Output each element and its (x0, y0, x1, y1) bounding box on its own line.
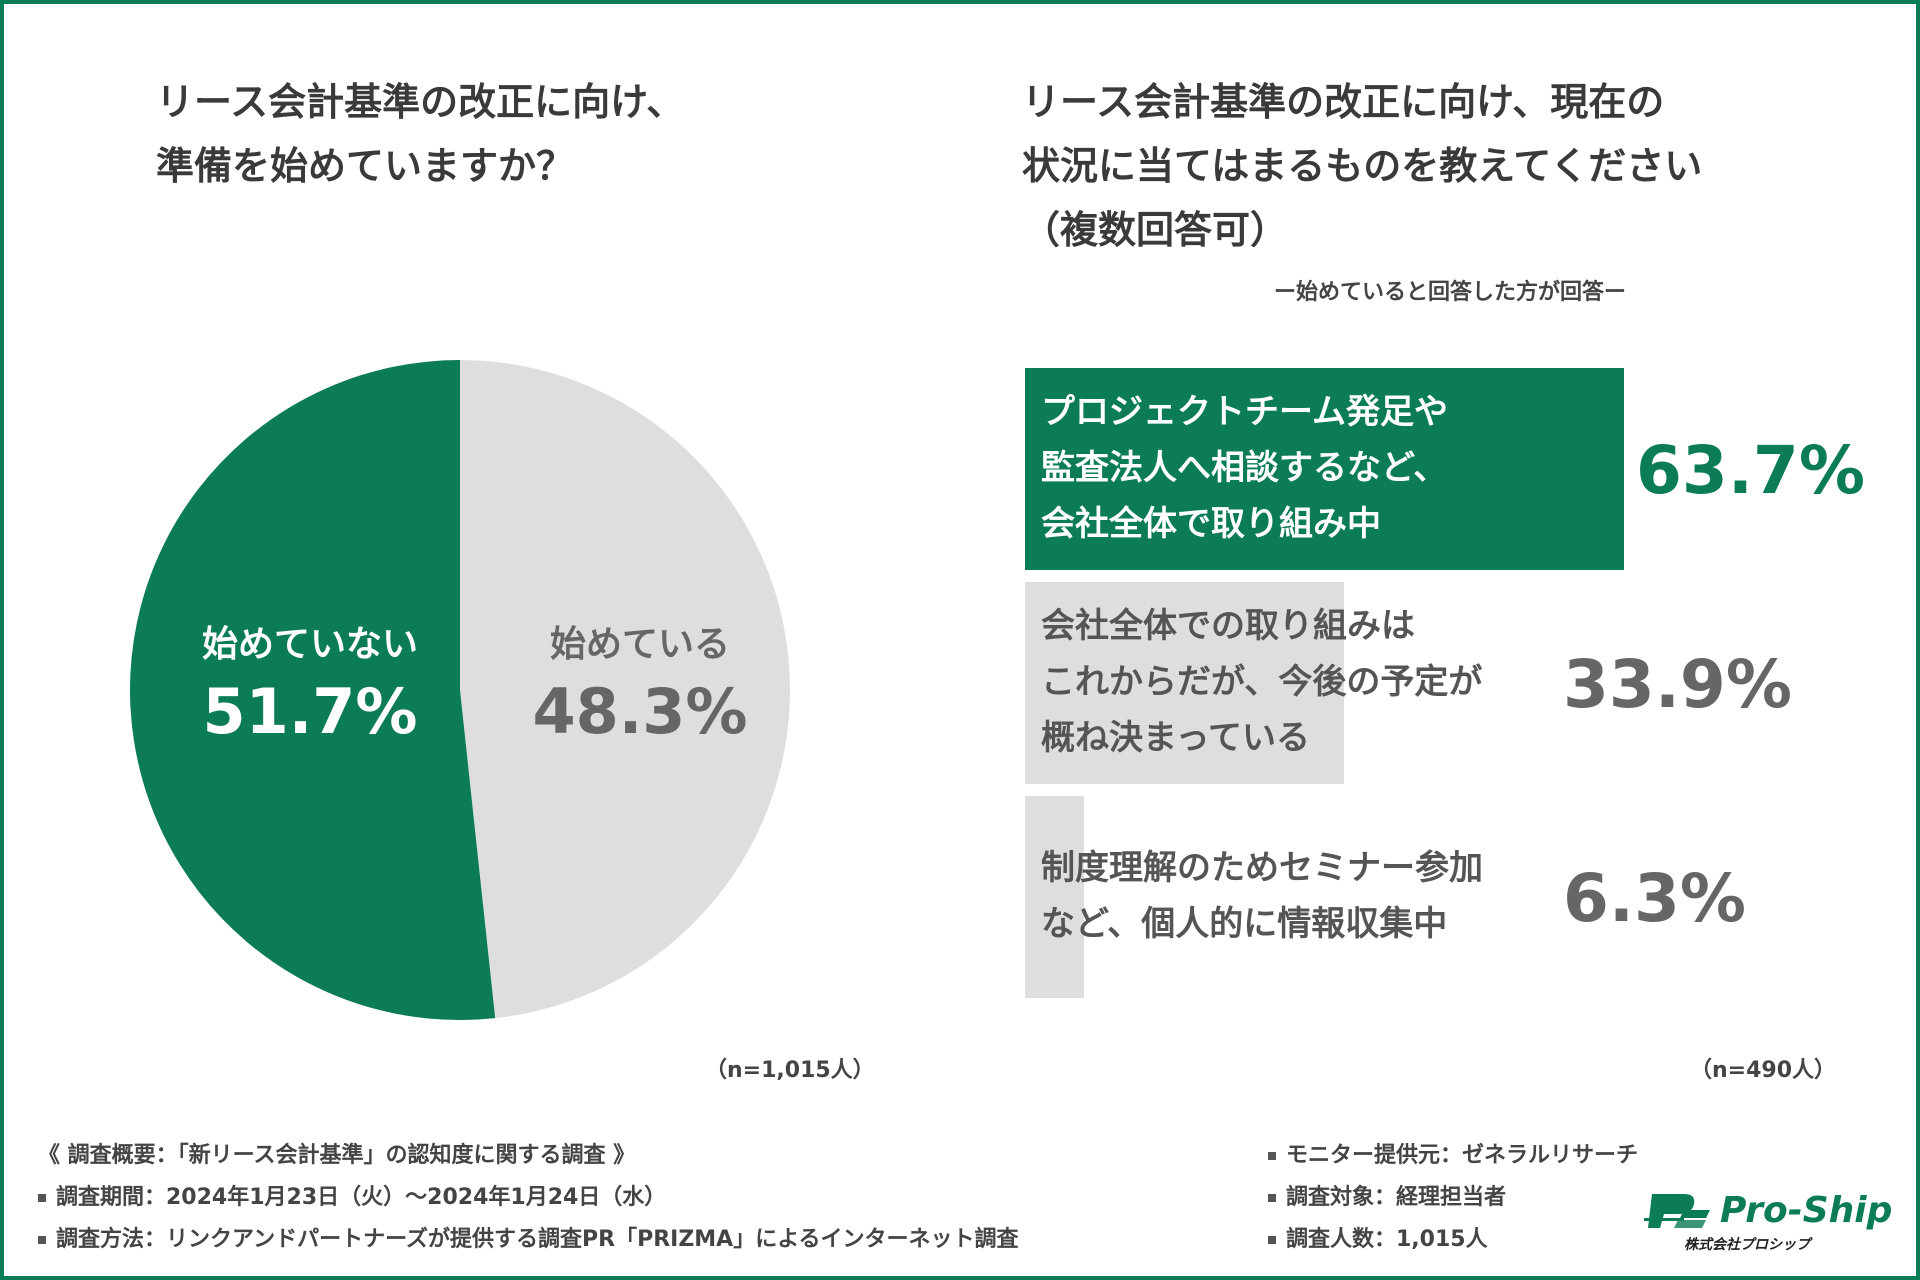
bullet-icon (1268, 1194, 1276, 1202)
right-chart-subtitle: ー始めていると回答した方が回答ー (1273, 280, 1626, 305)
pie-label-not-started-value: 51.7% (202, 675, 418, 748)
survey-target-row: 調査対象：経理担当者 (1268, 1177, 1638, 1219)
right-title-line-1: リース会計基準の改正に向け、現在の (1022, 80, 1665, 124)
pie-slice-not-started (130, 360, 496, 1020)
bar-label-line: 監査法人へ相談するなど、 (1041, 448, 1448, 488)
pie-slice-started (460, 360, 791, 1019)
bar-fill (1025, 582, 1344, 784)
bar-row: 制度理解のためセミナー参加 など、個人的に情報収集中 6.3% (1025, 796, 1905, 998)
pie-label-started: 始めている 48.3% (500, 615, 780, 748)
left-title-line-1: リース会計基準の改正に向け、 (156, 80, 685, 124)
survey-method-row: 調査方法：リンクアンドパートナーズが提供する調査PR「PRIZMA」によるインタ… (38, 1219, 1019, 1261)
bar-label-line: 概ね決まっている (1041, 718, 1310, 758)
bar-value-label: 6.3% (1563, 860, 1747, 937)
survey-count: 調査人数：1,015人 (1286, 1227, 1488, 1252)
bar-category-label: 制度理解のためセミナー参加 など、個人的に情報収集中 (1041, 840, 1551, 952)
bullet-icon (38, 1236, 46, 1244)
bar-category-label: 会社全体での取り組みは これからだが、今後の予定が 概ね決まっている (1041, 598, 1551, 766)
bar-label-line: プロジェクトチーム発足や (1041, 392, 1448, 432)
survey-period: 調査期間：2024年1月23日（火）～2024年1月24日（水） (56, 1185, 667, 1210)
pie-sample-size: （n=1,015人） (705, 1058, 875, 1083)
bar-category-label: プロジェクトチーム発足や 監査法人へ相談するなど、 会社全体で取り組み中 (1041, 384, 1551, 552)
logo-company-name: 株式会社プロシップ (1684, 1237, 1810, 1253)
bar-label-line: 会社全体での取り組みは (1041, 606, 1415, 646)
bar-label-line: 制度理解のためセミナー参加 (1041, 848, 1483, 888)
survey-count-row: 調査人数：1,015人 (1268, 1219, 1638, 1261)
bar-value-label: 33.9% (1563, 646, 1792, 723)
bar-row: 会社全体での取り組みは これからだが、今後の予定が 概ね決まっている 33.9% (1025, 582, 1905, 784)
pie-label-not-started-text: 始めていない (201, 624, 418, 665)
bar-chart: プロジェクトチーム発足や 監査法人へ相談するなど、 会社全体で取り組み中 63.… (1025, 368, 1905, 998)
bar-label-line: など、個人的に情報収集中 (1041, 904, 1448, 944)
pro-ship-logo-icon (1644, 1194, 1710, 1228)
survey-method: 調査方法：リンクアンドパートナーズが提供する調査PR「PRIZMA」によるインタ… (56, 1227, 1019, 1252)
bullet-icon (1268, 1236, 1276, 1244)
company-logo: Pro-Ship 株式会社プロシップ (1644, 1188, 1894, 1254)
monitor-provider: モニター提供元：ゼネラルリサーチ (1286, 1143, 1639, 1168)
right-title-line-3: （複数回答可） (1022, 208, 1289, 252)
logo-wordmark: Pro-Ship (1720, 1190, 1893, 1231)
survey-overview-heading: 《 調査概要：「新リース会計基準」の認知度に関する調査 》 (38, 1143, 636, 1168)
monitor-provider-row: モニター提供元：ゼネラルリサーチ (1268, 1135, 1638, 1177)
right-chart-title: リース会計基準の改正に向け、現在の 状況に当てはまるものを教えてください （複数… (1022, 70, 1902, 262)
bullet-icon (1268, 1152, 1276, 1160)
survey-period-row: 調査期間：2024年1月23日（火）～2024年1月24日（水） (38, 1177, 1019, 1219)
bar-label-line: これからだが、今後の予定が (1041, 662, 1483, 702)
pie-label-started-value: 48.3% (532, 675, 748, 748)
bar-fill (1025, 368, 1624, 570)
pie-label-started-text: 始めている (549, 624, 730, 665)
pie-chart (130, 360, 791, 1020)
bar-label-line: 会社全体で取り組み中 (1041, 504, 1381, 544)
bar-sample-size: （n=490人） (1690, 1058, 1837, 1083)
bullet-icon (38, 1194, 46, 1202)
survey-details: モニター提供元：ゼネラルリサーチ 調査対象：経理担当者 調査人数：1,015人 (1268, 1135, 1638, 1261)
pie-label-not-started: 始めていない 51.7% (170, 615, 450, 748)
bar-row: プロジェクトチーム発足や 監査法人へ相談するなど、 会社全体で取り組み中 63.… (1025, 368, 1905, 570)
right-title-line-2: 状況に当てはまるものを教えてください (1022, 144, 1703, 188)
left-title-line-2: 準備を始めていますか？ (156, 144, 575, 188)
bar-value-label: 63.7% (1636, 432, 1865, 509)
left-chart-title: リース会計基準の改正に向け、 準備を始めていますか？ (156, 70, 916, 198)
survey-target: 調査対象：経理担当者 (1286, 1185, 1507, 1210)
bar-fill (1025, 796, 1084, 998)
survey-overview: 《 調査概要：「新リース会計基準」の認知度に関する調査 》 調査期間：2024年… (38, 1135, 1019, 1261)
